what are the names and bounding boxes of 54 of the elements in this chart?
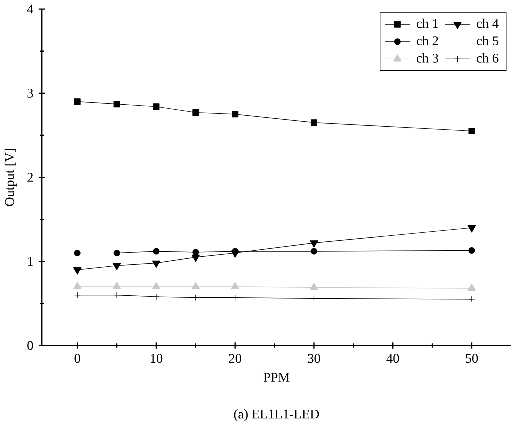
point (74, 292, 81, 298)
point (231, 250, 240, 258)
point (192, 282, 200, 290)
point (152, 282, 161, 290)
point (73, 267, 82, 275)
point (192, 254, 200, 262)
point (468, 128, 476, 134)
point (310, 240, 318, 248)
point (114, 250, 120, 256)
point (232, 294, 239, 301)
point (468, 225, 476, 233)
point (192, 248, 200, 256)
x-tick-label: 40 (386, 354, 400, 363)
legend-label: ch 1 (416, 18, 438, 28)
point (114, 100, 120, 108)
point (310, 295, 318, 302)
x-tick-label: 10 (150, 354, 163, 363)
y-tick-label: 0 (28, 341, 34, 350)
point (231, 282, 240, 290)
legend-label: ch 3 (416, 53, 438, 63)
legend-label: ch 6 (477, 53, 499, 63)
point (192, 109, 200, 116)
x-tick-label: 30 (308, 354, 320, 363)
point (74, 98, 81, 105)
point (152, 260, 161, 268)
point (192, 294, 200, 301)
point (310, 119, 318, 126)
point (310, 248, 318, 255)
point (468, 247, 476, 254)
point (468, 296, 476, 303)
point (153, 294, 160, 300)
text: (a) EL1L1-LED (234, 409, 320, 422)
x-axis-title: PPM (264, 373, 290, 382)
text: ch 5 (477, 36, 499, 46)
y-tick-label: 1 (28, 257, 33, 266)
point (112, 282, 122, 290)
point (153, 103, 160, 110)
y-axis-title: Output [V] (4, 149, 17, 206)
x-tick-label: 50 (466, 354, 478, 363)
legend-label: ch 2 (416, 36, 438, 46)
legend-label: ch 4 (477, 18, 499, 28)
point (73, 282, 82, 290)
x-tick-label: 20 (229, 354, 242, 363)
point (74, 250, 81, 256)
y-tick-label: 4 (27, 4, 34, 14)
y-tick-label: 3 (28, 88, 34, 98)
y-tick-label: 2 (28, 172, 33, 182)
point (153, 248, 160, 255)
x-tick-label: 0 (74, 354, 80, 363)
point (112, 263, 122, 270)
point (310, 282, 318, 290)
point (468, 284, 476, 291)
point (232, 111, 239, 118)
point (114, 292, 120, 298)
